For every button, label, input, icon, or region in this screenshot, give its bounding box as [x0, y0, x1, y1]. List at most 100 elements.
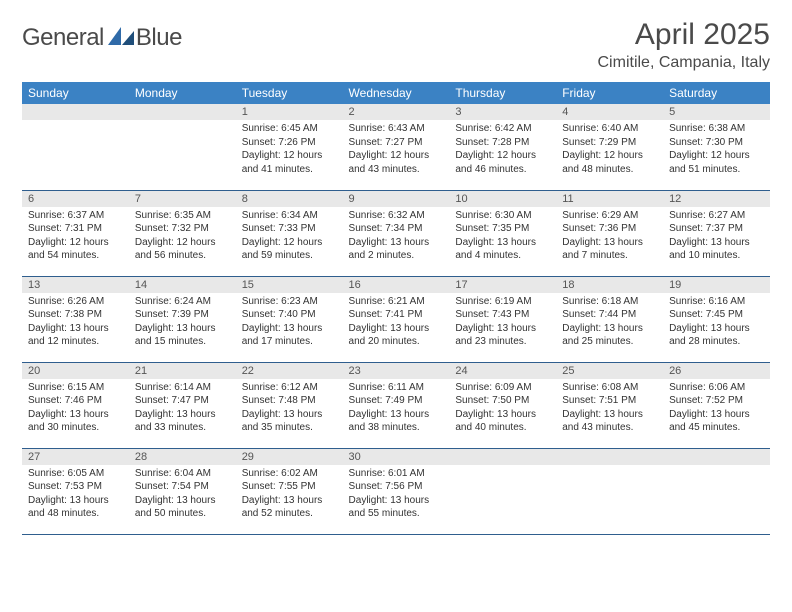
- cell-body: Sunrise: 6:04 AMSunset: 7:54 PMDaylight:…: [129, 465, 236, 525]
- logo-text-blue: Blue: [136, 24, 182, 52]
- sunrise-text: Sunrise: 6:15 AM: [28, 381, 123, 395]
- day-number: 30: [343, 449, 450, 465]
- sunrise-text: Sunrise: 6:04 AM: [135, 467, 230, 481]
- sunrise-text: Sunrise: 6:12 AM: [242, 381, 337, 395]
- sunrise-text: Sunrise: 6:43 AM: [349, 122, 444, 136]
- calendar-cell: 17Sunrise: 6:19 AMSunset: 7:43 PMDayligh…: [449, 276, 556, 362]
- cell-body: [556, 465, 663, 471]
- calendar-cell: 4Sunrise: 6:40 AMSunset: 7:29 PMDaylight…: [556, 104, 663, 190]
- daylight-text: Daylight: 13 hours and 7 minutes.: [562, 236, 657, 263]
- daylight-text: Daylight: 13 hours and 4 minutes.: [455, 236, 550, 263]
- cell-body: Sunrise: 6:37 AMSunset: 7:31 PMDaylight:…: [22, 207, 129, 267]
- calendar-cell: 1Sunrise: 6:45 AMSunset: 7:26 PMDaylight…: [236, 104, 343, 190]
- calendar-cell: 10Sunrise: 6:30 AMSunset: 7:35 PMDayligh…: [449, 190, 556, 276]
- day-number: 2: [343, 104, 450, 120]
- sunset-text: Sunset: 7:56 PM: [349, 480, 444, 494]
- day-number: 5: [663, 104, 770, 120]
- logo-text-general: General: [22, 24, 104, 52]
- sunrise-text: Sunrise: 6:42 AM: [455, 122, 550, 136]
- cell-body: Sunrise: 6:32 AMSunset: 7:34 PMDaylight:…: [343, 207, 450, 267]
- day-number: 29: [236, 449, 343, 465]
- sunset-text: Sunset: 7:43 PM: [455, 308, 550, 322]
- sunset-text: Sunset: 7:35 PM: [455, 222, 550, 236]
- daylight-text: Daylight: 12 hours and 59 minutes.: [242, 236, 337, 263]
- sunset-text: Sunset: 7:41 PM: [349, 308, 444, 322]
- sunset-text: Sunset: 7:50 PM: [455, 394, 550, 408]
- cell-body: [22, 120, 129, 126]
- calendar-cell: 26Sunrise: 6:06 AMSunset: 7:52 PMDayligh…: [663, 362, 770, 448]
- day-number: 18: [556, 277, 663, 293]
- calendar-cell: 13Sunrise: 6:26 AMSunset: 7:38 PMDayligh…: [22, 276, 129, 362]
- daylight-text: Daylight: 13 hours and 38 minutes.: [349, 408, 444, 435]
- day-number: 15: [236, 277, 343, 293]
- sunset-text: Sunset: 7:30 PM: [669, 136, 764, 150]
- sunrise-text: Sunrise: 6:35 AM: [135, 209, 230, 223]
- sunset-text: Sunset: 7:51 PM: [562, 394, 657, 408]
- weekday-header: Friday: [556, 82, 663, 104]
- day-number: 28: [129, 449, 236, 465]
- sunrise-text: Sunrise: 6:05 AM: [28, 467, 123, 481]
- sunrise-text: Sunrise: 6:24 AM: [135, 295, 230, 309]
- cell-body: Sunrise: 6:01 AMSunset: 7:56 PMDaylight:…: [343, 465, 450, 525]
- day-number: 4: [556, 104, 663, 120]
- sunset-text: Sunset: 7:37 PM: [669, 222, 764, 236]
- sunrise-text: Sunrise: 6:26 AM: [28, 295, 123, 309]
- sunset-text: Sunset: 7:55 PM: [242, 480, 337, 494]
- sunset-text: Sunset: 7:39 PM: [135, 308, 230, 322]
- daylight-text: Daylight: 13 hours and 25 minutes.: [562, 322, 657, 349]
- daylight-text: Daylight: 13 hours and 23 minutes.: [455, 322, 550, 349]
- sunset-text: Sunset: 7:45 PM: [669, 308, 764, 322]
- day-number: [449, 449, 556, 465]
- logo-sail-icon: [108, 27, 134, 45]
- header: General Blue April 2025 Cimitile, Campan…: [22, 18, 770, 72]
- sunrise-text: Sunrise: 6:37 AM: [28, 209, 123, 223]
- daylight-text: Daylight: 12 hours and 48 minutes.: [562, 149, 657, 176]
- calendar-cell: 28Sunrise: 6:04 AMSunset: 7:54 PMDayligh…: [129, 448, 236, 534]
- sunset-text: Sunset: 7:31 PM: [28, 222, 123, 236]
- daylight-text: Daylight: 13 hours and 12 minutes.: [28, 322, 123, 349]
- day-number: 19: [663, 277, 770, 293]
- sunrise-text: Sunrise: 6:14 AM: [135, 381, 230, 395]
- calendar-cell: 21Sunrise: 6:14 AMSunset: 7:47 PMDayligh…: [129, 362, 236, 448]
- cell-body: Sunrise: 6:18 AMSunset: 7:44 PMDaylight:…: [556, 293, 663, 353]
- sunset-text: Sunset: 7:36 PM: [562, 222, 657, 236]
- daylight-text: Daylight: 12 hours and 43 minutes.: [349, 149, 444, 176]
- sunrise-text: Sunrise: 6:29 AM: [562, 209, 657, 223]
- daylight-text: Daylight: 13 hours and 52 minutes.: [242, 494, 337, 521]
- cell-body: Sunrise: 6:14 AMSunset: 7:47 PMDaylight:…: [129, 379, 236, 439]
- daylight-text: Daylight: 13 hours and 30 minutes.: [28, 408, 123, 435]
- sunset-text: Sunset: 7:32 PM: [135, 222, 230, 236]
- sunset-text: Sunset: 7:54 PM: [135, 480, 230, 494]
- sunset-text: Sunset: 7:44 PM: [562, 308, 657, 322]
- day-number: [556, 449, 663, 465]
- sunrise-text: Sunrise: 6:01 AM: [349, 467, 444, 481]
- calendar-cell: 3Sunrise: 6:42 AMSunset: 7:28 PMDaylight…: [449, 104, 556, 190]
- calendar-cell: 8Sunrise: 6:34 AMSunset: 7:33 PMDaylight…: [236, 190, 343, 276]
- calendar-cell: 22Sunrise: 6:12 AMSunset: 7:48 PMDayligh…: [236, 362, 343, 448]
- day-number: 3: [449, 104, 556, 120]
- day-number: 22: [236, 363, 343, 379]
- daylight-text: Daylight: 13 hours and 2 minutes.: [349, 236, 444, 263]
- calendar-cell: 16Sunrise: 6:21 AMSunset: 7:41 PMDayligh…: [343, 276, 450, 362]
- calendar-week-row: 20Sunrise: 6:15 AMSunset: 7:46 PMDayligh…: [22, 362, 770, 448]
- calendar-cell: [449, 448, 556, 534]
- cell-body: Sunrise: 6:40 AMSunset: 7:29 PMDaylight:…: [556, 120, 663, 180]
- calendar-week-row: 6Sunrise: 6:37 AMSunset: 7:31 PMDaylight…: [22, 190, 770, 276]
- weekday-header: Thursday: [449, 82, 556, 104]
- cell-body: Sunrise: 6:34 AMSunset: 7:33 PMDaylight:…: [236, 207, 343, 267]
- daylight-text: Daylight: 13 hours and 15 minutes.: [135, 322, 230, 349]
- cell-body: Sunrise: 6:16 AMSunset: 7:45 PMDaylight:…: [663, 293, 770, 353]
- cell-body: Sunrise: 6:26 AMSunset: 7:38 PMDaylight:…: [22, 293, 129, 353]
- day-number: 7: [129, 191, 236, 207]
- cell-body: Sunrise: 6:24 AMSunset: 7:39 PMDaylight:…: [129, 293, 236, 353]
- daylight-text: Daylight: 13 hours and 28 minutes.: [669, 322, 764, 349]
- cell-body: Sunrise: 6:09 AMSunset: 7:50 PMDaylight:…: [449, 379, 556, 439]
- calendar-week-row: 1Sunrise: 6:45 AMSunset: 7:26 PMDaylight…: [22, 104, 770, 190]
- sunrise-text: Sunrise: 6:38 AM: [669, 122, 764, 136]
- calendar-cell: 30Sunrise: 6:01 AMSunset: 7:56 PMDayligh…: [343, 448, 450, 534]
- sunset-text: Sunset: 7:26 PM: [242, 136, 337, 150]
- sunrise-text: Sunrise: 6:19 AM: [455, 295, 550, 309]
- sunrise-text: Sunrise: 6:21 AM: [349, 295, 444, 309]
- daylight-text: Daylight: 13 hours and 43 minutes.: [562, 408, 657, 435]
- sunrise-text: Sunrise: 6:18 AM: [562, 295, 657, 309]
